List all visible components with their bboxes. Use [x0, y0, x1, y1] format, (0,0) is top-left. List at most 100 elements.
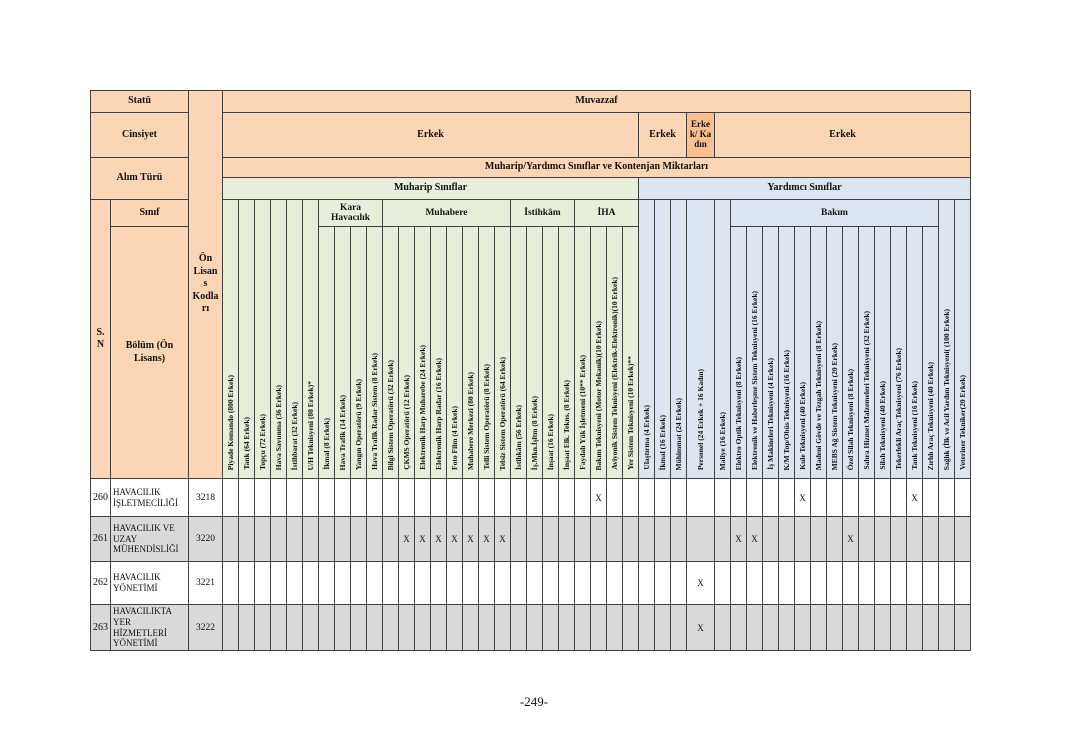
data-cell	[906, 561, 923, 605]
data-cell	[558, 603, 575, 652]
data-cell	[382, 478, 399, 517]
data-cell	[286, 516, 303, 562]
data-cell	[638, 516, 655, 562]
data-cell	[890, 603, 907, 652]
column-header: Madeni Gövde ve Tezgah Teknisyeni (8 Erk…	[810, 226, 827, 479]
column-header-label: U/H Teknisyeni (80 Erkek)*	[305, 380, 315, 470]
data-cell	[286, 603, 303, 652]
data-cell	[462, 478, 479, 517]
data-cell	[922, 561, 939, 605]
data-cell	[270, 478, 287, 517]
column-header: Hava Savunma (36 Erkek)	[270, 199, 287, 479]
data-cell	[858, 603, 875, 652]
row-bolum: HAVACILIK VE UZAY MÜHENDİSLİĞİ	[110, 516, 189, 562]
bolum-header: Bölüm (Ön Lisans)	[110, 226, 189, 479]
column-header: K/M Top/Obüs Teknisyeni (16 Erkek)	[778, 226, 795, 479]
data-cell	[778, 516, 795, 562]
data-cell	[762, 561, 779, 605]
column-header: Personel (24 Erkek + 16 Kadın)	[686, 199, 715, 479]
group-header-istihkam: İstihkâm	[510, 199, 575, 227]
data-cell-marked: X	[462, 516, 479, 562]
data-cell	[462, 561, 479, 605]
column-header-row: Bölüm (Ön Lisans) İkmal (8 Erkek) Hava Tr…	[91, 226, 971, 479]
data-cell	[842, 561, 859, 605]
row-sn: 262	[90, 561, 111, 605]
column-header-label: Tank Teknisyeni (16 Erkek)	[909, 381, 919, 470]
data-cell	[254, 603, 271, 652]
column-header-label: Zırhlı Araç Teknisyeni (40 Erkek)	[925, 361, 935, 470]
data-cell	[938, 478, 955, 517]
alim-turu-row: Alım Türü Muharip/Yardımcı Sınıflar ve K…	[90, 157, 971, 200]
table-row: 263 HAVACILIKTA YER HİZMETLERİ YÖNETİMİ 32…	[90, 603, 971, 652]
column-header: MEBS Ağ Sistem Teknisyeni (20 Erkek)	[826, 226, 843, 479]
data-cell	[222, 603, 239, 652]
data-cell	[318, 561, 335, 605]
data-cell	[622, 561, 639, 605]
data-cell	[510, 478, 527, 517]
data-cell-marked: X	[794, 478, 811, 517]
data-cell	[826, 561, 843, 605]
row-kod: 3221	[188, 561, 223, 605]
data-cell	[590, 516, 607, 562]
data-cell	[430, 603, 447, 652]
data-cell	[350, 478, 367, 517]
data-cell	[778, 603, 795, 652]
data-cell	[398, 603, 415, 652]
data-cell	[638, 561, 655, 605]
data-cell	[826, 478, 843, 517]
column-header: İş Makineleri Teknisyeni (4 Erkek)	[762, 226, 779, 479]
column-header: Hava Trafik (14 Erkek)	[334, 226, 351, 479]
column-header-label: Telli Sistem Operatörü (8 Erkek)	[481, 364, 491, 470]
data-cell	[446, 603, 463, 652]
column-header-label: Özel Silah Teknisyeni (8 Erkek)	[845, 368, 855, 470]
data-cell	[238, 516, 255, 562]
data-cell	[622, 516, 639, 562]
data-cell	[890, 516, 907, 562]
data-cell	[654, 561, 671, 605]
data-cell	[270, 516, 287, 562]
data-cell	[730, 478, 747, 517]
column-header: Yangın Operatörü (9 Erkek)	[350, 226, 367, 479]
data-cell	[254, 478, 271, 517]
data-cell	[494, 561, 511, 605]
cinsiyet-label: Cinsiyet	[90, 112, 189, 158]
data-cell	[254, 561, 271, 605]
data-cell	[590, 603, 607, 652]
data-cell-marked: X	[398, 516, 415, 562]
data-cell	[954, 561, 971, 605]
data-cell	[414, 478, 431, 517]
column-header-label: Maliye (16 Erkek)	[717, 411, 727, 470]
alim-turu-label: Alım Türü	[90, 157, 189, 200]
data-cell	[318, 516, 335, 562]
column-header-label: Elektronik Harp Muharebe (24 Erkek)	[417, 345, 427, 470]
data-cell	[302, 603, 319, 652]
column-header-label: İkmal (8 Erkek)	[321, 418, 331, 470]
column-header: Topçu (72 Erkek)	[254, 199, 271, 479]
column-header-label: Elektronik Harp Radar (16 Erkek)	[433, 358, 443, 470]
data-cell	[270, 561, 287, 605]
column-header: Elektro Optik Teknisyeni (8 Erkek)	[730, 226, 747, 479]
column-header: Zırhlı Araç Teknisyeni (40 Erkek)	[922, 226, 939, 479]
column-header-label: Bilgi Sistem Operatörü (32 Erkek)	[385, 359, 395, 470]
column-header-label: Kule Teknisyeni (40 Erkek)	[797, 382, 807, 470]
section-yardimci-header: Yardımcı Sınıflar	[638, 177, 971, 200]
column-header: Tank (64 Erkek)	[238, 199, 255, 479]
data-cell	[762, 516, 779, 562]
data-cell	[842, 478, 859, 517]
column-header-label: MEBS Ağ Sistem Teknisyeni (20 Erkek)	[829, 342, 839, 470]
muvazzaf-header: Muvazzaf	[222, 90, 971, 113]
data-cell	[746, 603, 763, 652]
data-cell	[414, 603, 431, 652]
row-kod: 3222	[188, 603, 223, 652]
column-header-label: Hava Savunma (36 Erkek)	[273, 384, 283, 470]
data-cell	[686, 478, 715, 517]
data-cell	[714, 561, 731, 605]
column-header-label: Muhabere Merkezi (80 Erkek)	[465, 372, 475, 470]
data-cell	[238, 603, 255, 652]
data-cell	[542, 516, 559, 562]
data-cell	[558, 561, 575, 605]
data-cell	[574, 516, 591, 562]
column-header: İş.Mkn.İşltm (8 Erkek)	[526, 226, 543, 479]
data-cell	[574, 603, 591, 652]
column-header-label: Hava Trafik (14 Erkek)	[337, 394, 347, 470]
